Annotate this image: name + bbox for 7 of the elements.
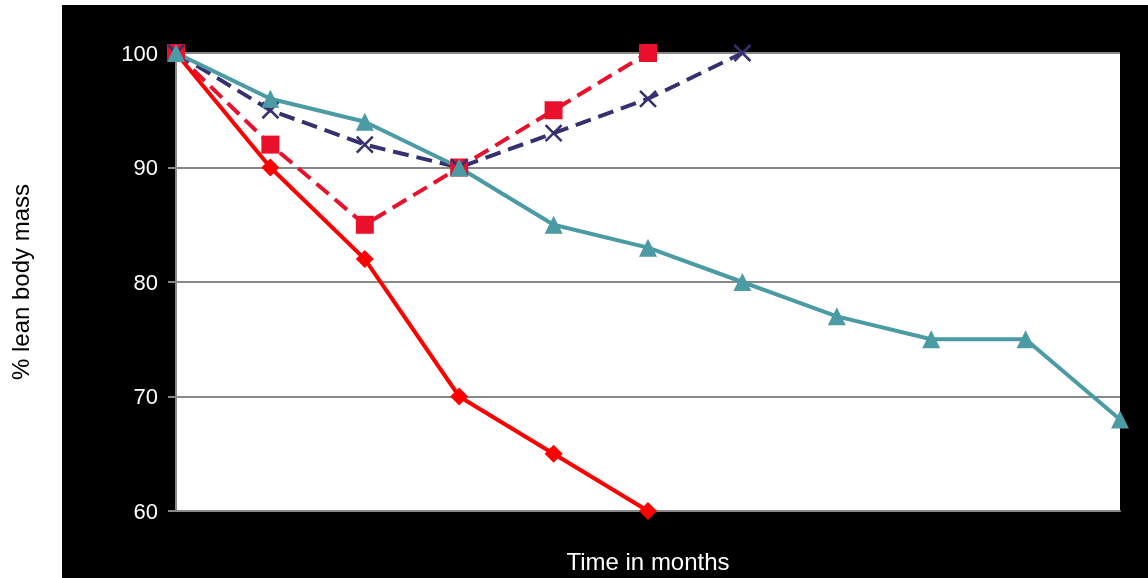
y-axis-title: % lean body mass <box>6 183 34 381</box>
y-tick-label: 80 <box>133 269 158 295</box>
y-tick-label: 100 <box>121 40 158 66</box>
y-tick-label: 60 <box>133 498 158 524</box>
y-tick-label: 90 <box>133 155 158 180</box>
x-axis-title: Time in months <box>566 547 730 575</box>
y-tick-label: 70 <box>133 384 158 409</box>
